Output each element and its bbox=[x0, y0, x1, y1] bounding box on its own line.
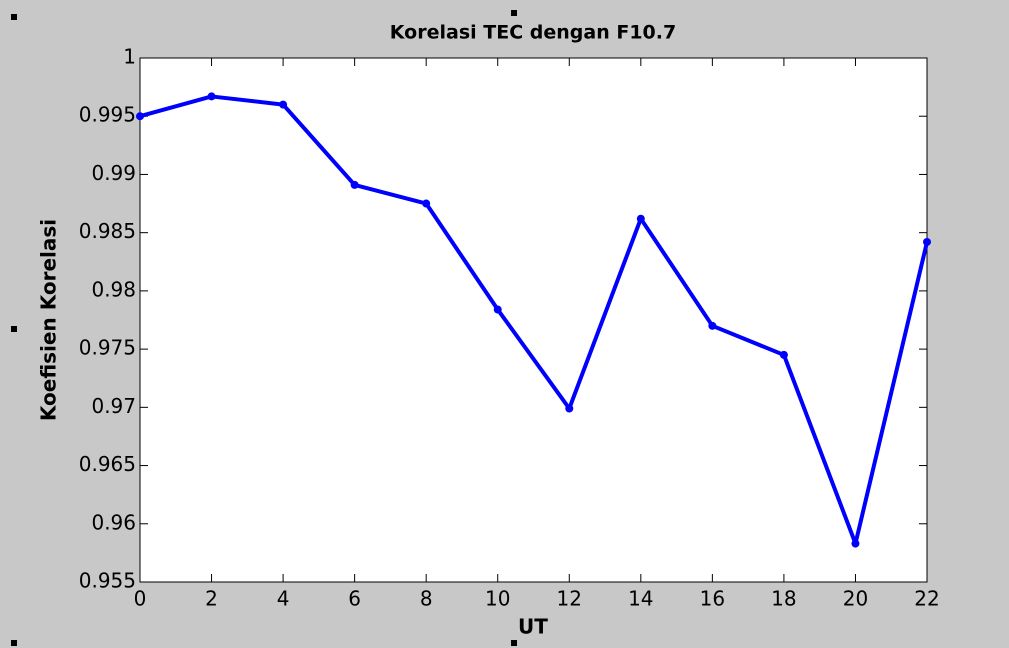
point bbox=[350, 180, 359, 189]
chart-title: Korelasi TEC dengan F10.7 bbox=[390, 22, 676, 44]
point bbox=[422, 199, 431, 208]
y-tick-label: 0.955 bbox=[79, 569, 136, 593]
point bbox=[279, 100, 288, 109]
x-tick-label: 18 bbox=[771, 587, 796, 611]
x-tick-label: 4 bbox=[277, 587, 290, 611]
y-tick-label: 0.995 bbox=[79, 103, 136, 127]
x-tick-label: 22 bbox=[914, 587, 939, 611]
y-tick-label: 0.975 bbox=[79, 336, 136, 360]
handle bbox=[511, 640, 517, 646]
x-tick-label: 20 bbox=[843, 587, 868, 611]
point bbox=[636, 214, 645, 223]
x-axis-label: UT bbox=[518, 615, 548, 639]
handle bbox=[511, 10, 517, 16]
y-tick-label: 0.965 bbox=[79, 452, 136, 476]
point bbox=[493, 305, 502, 314]
line bbox=[139, 94, 929, 546]
x-tick-label: 12 bbox=[557, 587, 582, 611]
y-tick-label: 0.98 bbox=[91, 277, 136, 301]
y-tick-label: 0.99 bbox=[91, 161, 136, 185]
x-tick-label: 16 bbox=[700, 587, 725, 611]
point bbox=[923, 237, 931, 246]
y-tick-label: 0.96 bbox=[91, 510, 136, 534]
y-tick-label: 1 bbox=[123, 45, 136, 69]
point bbox=[136, 112, 144, 121]
y-axis-label: Koefisien Korelasi bbox=[37, 219, 61, 421]
plot-area bbox=[139, 57, 928, 583]
handle bbox=[11, 640, 17, 646]
x-tick-label: 14 bbox=[628, 587, 653, 611]
x-tick-label: 8 bbox=[420, 587, 433, 611]
point bbox=[708, 321, 717, 330]
point bbox=[851, 539, 860, 548]
x-tick-label: 10 bbox=[485, 587, 510, 611]
handle bbox=[11, 326, 17, 332]
y-tick-label: 0.97 bbox=[91, 394, 136, 418]
point bbox=[207, 92, 216, 101]
x-tick-label: 6 bbox=[348, 587, 361, 611]
handle bbox=[11, 14, 17, 20]
x-tick-label: 0 bbox=[134, 587, 147, 611]
y-tick-label: 0.985 bbox=[79, 219, 136, 243]
point bbox=[565, 404, 574, 413]
x-tick-label: 2 bbox=[205, 587, 218, 611]
point bbox=[779, 350, 788, 359]
